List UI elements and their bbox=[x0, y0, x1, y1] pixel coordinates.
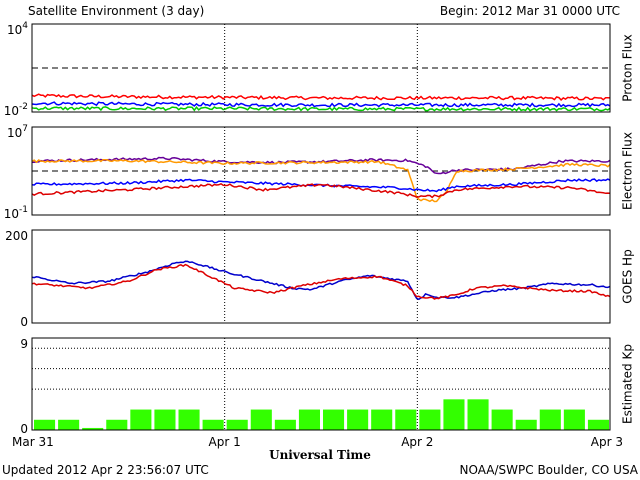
y-tick-label: 10-2 bbox=[4, 102, 28, 118]
chart-title: Satellite Environment (3 day) bbox=[28, 4, 204, 18]
panel-frame bbox=[31, 23, 611, 113]
kp-bar bbox=[443, 399, 465, 430]
series-line bbox=[31, 182, 611, 199]
kp-bar bbox=[515, 419, 537, 430]
series-line bbox=[31, 158, 611, 203]
x-tick-label: Mar 31 bbox=[12, 435, 54, 449]
x-axis: Mar 31 Apr 1 Apr 2 Apr 3 bbox=[12, 435, 623, 449]
x-tick-label: Apr 1 bbox=[209, 435, 241, 449]
kp-bar bbox=[395, 409, 417, 430]
kp-bar bbox=[58, 419, 80, 430]
kp-bar bbox=[226, 419, 248, 430]
series-line bbox=[31, 101, 611, 108]
panels-group: 104 10-2 Proton Flux 107 10-1 Electron Flux 20… bbox=[4, 21, 635, 436]
begin-time: Begin: 2012 Mar 31 0000 UTC bbox=[440, 4, 620, 18]
y-tick-label: 104 bbox=[7, 21, 28, 37]
x-axis-title: Universal Time bbox=[269, 448, 371, 462]
kp-bar bbox=[82, 427, 104, 430]
kp-bar bbox=[178, 409, 200, 430]
estimated-kp-label: Estimated Kp bbox=[621, 344, 635, 424]
x-tick-label: Apr 3 bbox=[591, 435, 623, 449]
panel-frame bbox=[31, 229, 611, 324]
kp-bar bbox=[539, 409, 561, 430]
kp-bar bbox=[371, 409, 393, 430]
credit-text: NOAA/SWPC Boulder, CO USA bbox=[460, 463, 639, 477]
panel-frame bbox=[31, 337, 611, 431]
y-tick-label: 107 bbox=[7, 124, 28, 140]
goes-hp-panel: 200 0 GOES Hp bbox=[5, 229, 634, 329]
y-tick-label: 0 bbox=[20, 422, 28, 436]
series-line bbox=[31, 105, 611, 112]
y-tick-label: 0 bbox=[20, 315, 28, 329]
kp-bar bbox=[323, 409, 345, 430]
kp-bar bbox=[274, 419, 296, 430]
estimated-kp-panel: 9 0 Estimated Kp bbox=[20, 337, 634, 436]
y-tick-label: 9 bbox=[20, 337, 28, 351]
proton-flux-label: Proton Flux bbox=[621, 34, 635, 101]
kp-bar bbox=[419, 409, 441, 430]
kp-bar bbox=[491, 409, 513, 430]
panel-frame bbox=[31, 126, 611, 216]
y-tick-label: 10-1 bbox=[4, 205, 28, 221]
kp-bar bbox=[106, 419, 128, 430]
updated-timestamp: Updated 2012 Apr 2 23:56:07 UTC bbox=[2, 463, 209, 477]
kp-bar bbox=[467, 399, 489, 430]
kp-bar bbox=[347, 409, 369, 430]
electron-flux-label: Electron Flux bbox=[621, 132, 635, 210]
series-line bbox=[31, 263, 611, 300]
kp-bar bbox=[154, 409, 176, 430]
x-tick-label: Apr 2 bbox=[401, 435, 433, 449]
kp-bar bbox=[250, 409, 272, 430]
kp-bar bbox=[563, 409, 585, 430]
series-line bbox=[31, 260, 611, 301]
kp-bar bbox=[298, 409, 320, 430]
kp-bar bbox=[587, 419, 609, 430]
electron-flux-panel: 107 10-1 Electron Flux bbox=[4, 124, 635, 221]
kp-bar bbox=[34, 419, 56, 430]
goes-hp-label: GOES Hp bbox=[621, 249, 635, 303]
series-line bbox=[31, 93, 611, 101]
proton-flux-panel: 104 10-2 Proton Flux bbox=[4, 21, 635, 118]
kp-bar bbox=[130, 409, 152, 430]
y-tick-label: 200 bbox=[5, 229, 28, 243]
kp-bar bbox=[202, 419, 224, 430]
